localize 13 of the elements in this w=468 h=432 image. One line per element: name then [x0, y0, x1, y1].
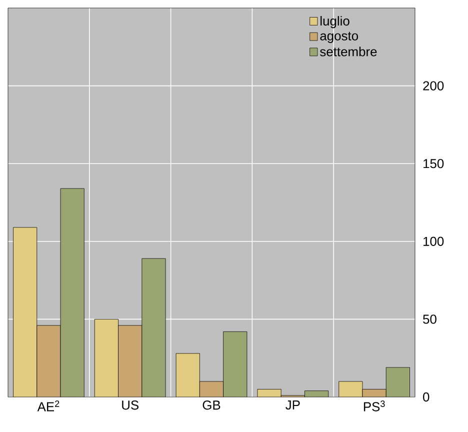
y-tick-label: 0: [423, 392, 430, 402]
legend-label: settembre: [320, 46, 377, 56]
legend-label: agosto: [320, 32, 358, 43]
x-tick-label: AE$^{2}$: [37, 400, 60, 412]
legend-label: luglio: [320, 16, 350, 28]
x-tick-label: JP: [286, 400, 300, 410]
y-tick-label: 200: [423, 81, 444, 90]
x-tick-label: GB: [202, 400, 220, 410]
y-tick-label: 150: [424, 159, 444, 168]
y-tick-label: 100: [424, 236, 444, 246]
x-tick-label: PS$^{3}$: [364, 400, 385, 412]
y-tick-label: 50: [423, 314, 436, 324]
x-tick-label: US: [122, 400, 139, 410]
